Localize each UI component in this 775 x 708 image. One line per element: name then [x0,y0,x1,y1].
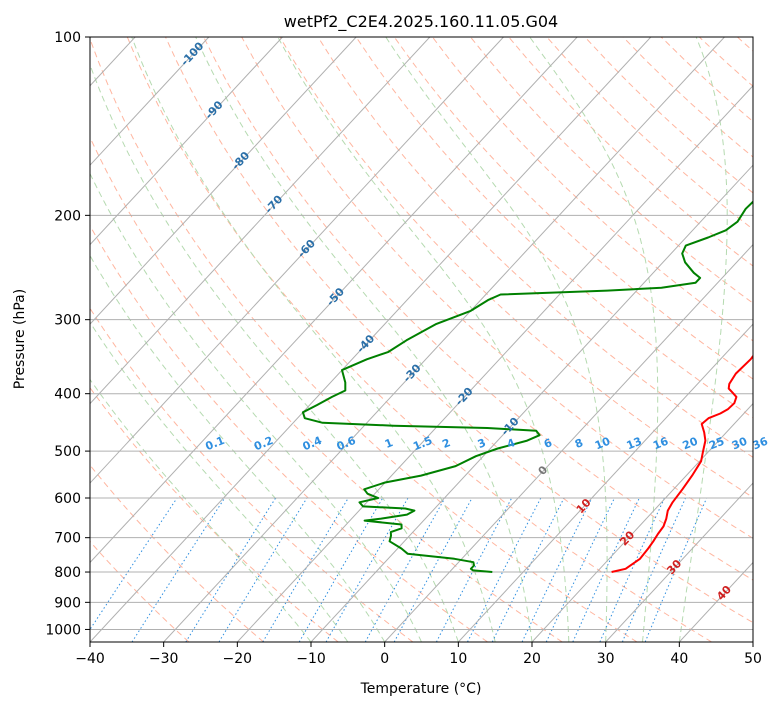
dry-adiabat [166,37,775,642]
isotherm-line [0,37,62,642]
dry-adiabat [0,37,263,642]
dry-adiabat [547,37,775,642]
mixing-ratio-line [546,498,614,642]
x-axis-label: Temperature (°C) [360,681,482,697]
isotherm-line [0,37,504,642]
isotherm-line [753,37,775,642]
isotherm-line [16,37,577,642]
dry-adiabat [394,37,775,642]
mixing-ratio-label: 0.4 [301,434,324,453]
y-tick-label: 100 [54,30,81,46]
moist-adiabat [679,37,727,642]
y-tick-label: 800 [54,565,81,581]
y-axis-label: Pressure (hPa) [12,289,28,389]
dry-adiabat [0,37,189,642]
mixing-ratio-label: 13 [625,435,644,453]
mixing-ratio-line [600,498,665,642]
y-tick-label: 600 [54,491,81,507]
y-tick-label: 700 [54,531,81,547]
chart-title: wetPf2_C2E4.2025.160.11.05.G04 [284,12,558,32]
x-tick-label: 20 [523,651,541,667]
iso-labels: -100-90-80-70-60-50-40-30-20-10010203040… [178,39,770,603]
dry-adiabat [471,37,775,642]
y-tick-label: 900 [54,595,81,611]
mixing-ratio-line [263,498,349,642]
mixing-ratio-label: 1.5 [411,434,434,453]
dry-adiabat [585,37,775,642]
mixing-ratio-label: 0.2 [252,434,275,453]
dry-adiabat [737,37,775,642]
moist-adiabat [132,37,496,642]
x-axis: −40 −30 −20 −10 0 10 20 30 40 50 [75,642,762,667]
mixing-ratio-label: 20 [681,435,700,453]
x-tick-label: 10 [449,651,467,667]
x-tick-label: −40 [75,651,105,667]
dry-adiabat [0,37,338,642]
y-tick-label: 1000 [45,622,81,638]
dry-adiabat [661,37,775,642]
x-tick-label: 40 [670,651,688,667]
isotherm-line [237,37,775,642]
background-lines [0,37,775,642]
y-axis: 100 200 300 400 500 600 700 800 900 1000 [45,30,90,638]
dry-adiabat [280,37,775,642]
mixing-ratio-label: 25 [707,435,726,453]
plot-frame [90,37,753,642]
mixing-ratio-line [132,498,225,642]
dry-adiabat [509,37,775,642]
x-tick-label: −20 [223,651,253,667]
mixing-ratio-label: 1 [383,436,395,451]
isotherm-line [606,37,775,642]
y-tick-label: 300 [54,313,81,329]
mixing-ratio-label: 30 [730,434,749,452]
dry-adiabat [13,37,488,642]
x-tick-label: −30 [149,651,179,667]
mixing-ratio-label: 2 [440,436,452,451]
mixing-ratio-label: 6 [542,436,554,451]
mixing-ratio-line [522,498,592,642]
dry-adiabat [699,37,775,642]
isotherm-line [679,37,775,642]
mixing-ratio-label: 16 [651,435,670,453]
isotherm-line [0,37,209,642]
mixing-ratio-label: 10 [593,435,612,453]
isotherm-line [164,37,725,642]
dry-adiabat [318,37,775,642]
moist-adiabat [3,37,385,642]
y-tick-label: 500 [54,444,81,460]
mixing-ratio-label: 36 [751,435,770,453]
x-tick-label: −10 [296,651,326,667]
y-tick-label: 200 [54,208,81,224]
isotherm-line [0,37,356,642]
x-tick-label: 0 [380,651,389,667]
x-tick-label: 50 [744,651,762,667]
mixing-ratio-label: 8 [573,436,585,451]
x-tick-label: 30 [597,651,615,667]
y-tick-label: 400 [54,387,81,403]
temperature-line [612,37,775,572]
moist-adiabat [0,37,311,642]
